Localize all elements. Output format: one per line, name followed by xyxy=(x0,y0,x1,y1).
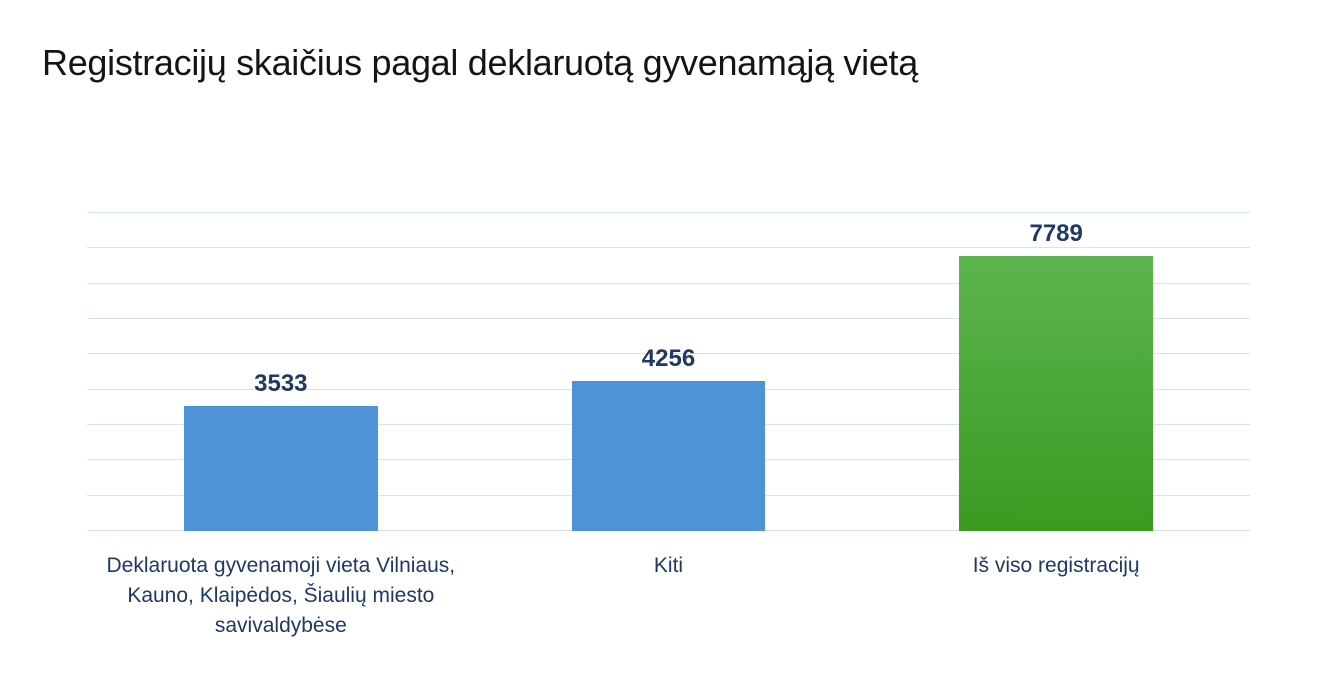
category-label-3: Iš viso registracijų xyxy=(972,554,1140,577)
gridline xyxy=(87,212,1250,213)
bar-3[interactable] xyxy=(959,255,1154,531)
bar-chart-plot-area: 3533 Deklaruota gyvenamoji vieta Vilniaus… xyxy=(87,212,1250,637)
data-label-3: 7789 xyxy=(1029,219,1083,247)
category-label-2: Kiti xyxy=(653,554,684,577)
gridline xyxy=(87,353,1250,355)
bar-1[interactable] xyxy=(183,406,378,531)
chart-title: Registracijų skaičius pagal deklaruotą g… xyxy=(42,42,918,83)
data-label-1: 3533 xyxy=(254,370,308,398)
category-label-1: Deklaruota gyvenamoji vieta Vilniaus, Ka… xyxy=(106,554,456,637)
gridline xyxy=(87,282,1250,284)
data-label-2: 4256 xyxy=(641,344,696,372)
gridline xyxy=(87,247,1250,249)
gridline xyxy=(87,318,1250,319)
bar-2[interactable] xyxy=(571,380,766,531)
